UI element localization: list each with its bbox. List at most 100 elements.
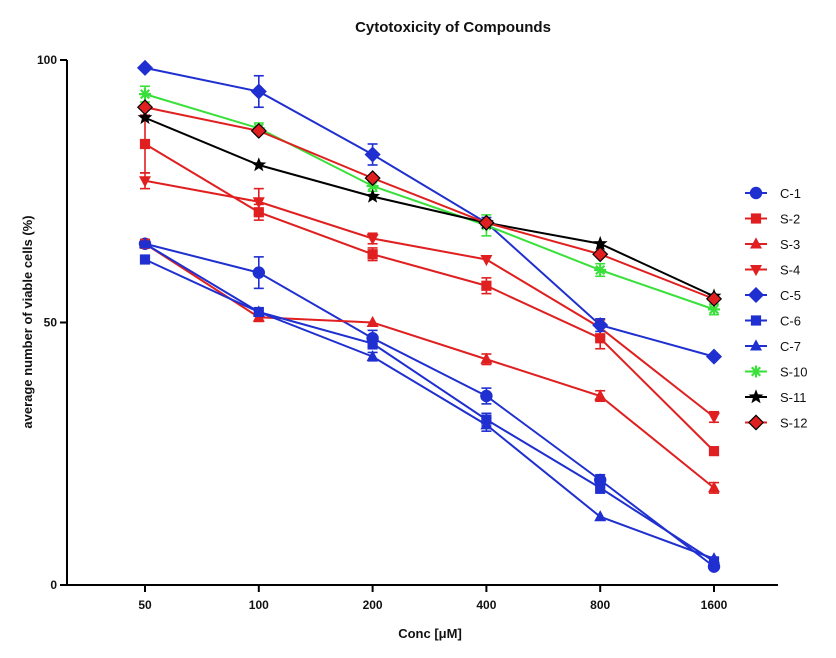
series-line [144,106,715,300]
series-S-2 [139,114,720,457]
asterisk-stroke [750,366,762,377]
asterisk-stroke [708,304,720,315]
marker-diamond [747,286,765,304]
marker-diamond [136,99,154,116]
series-S-12 [136,99,723,307]
marker-diamond [136,59,154,76]
marker-square [595,482,606,493]
legend-item-S-2: S-2 [745,212,800,227]
series-line [144,242,715,568]
marker-star [365,188,380,203]
legend-label: S-11 [780,390,807,405]
marker-asterisk [750,365,762,378]
marker-triangle-up [594,510,607,522]
legend: C-1 S-2 S-3 S-4 C-5 C-6 C-7 S-10 S-11 S-12 [745,186,807,431]
legend-item-S-10: S-10 [745,365,807,380]
marker-asterisk [594,264,607,276]
legend-item-S-3: S-3 [745,237,800,252]
x-axis-label: Conc [μM] [398,626,462,641]
series-line [144,66,715,358]
series-line [144,93,715,311]
marker-triangle-down [750,265,762,277]
legend-item-C-7: C-7 [745,339,801,354]
x-tick-label: 50 [138,598,152,612]
series-line [144,242,715,560]
marker-diamond [592,317,609,334]
marker-star [592,235,608,251]
x-tick-label: 800 [590,598,610,612]
legend-label: S-2 [780,212,800,227]
marker-triangle-up [750,339,762,351]
marker-triangle-up [480,418,493,430]
legend-item-C-6: C-6 [745,314,801,329]
marker-star [137,110,153,125]
legend-label: C-7 [780,339,801,354]
marker-star [251,157,267,172]
legend-label: C-6 [780,314,801,329]
y-tick-label: 0 [50,578,57,592]
series-C-1 [138,237,721,573]
marker-square [708,446,720,457]
marker-square [595,333,606,344]
series-line [144,258,715,563]
series-line [144,143,715,452]
series-line [144,179,715,418]
marker-circle [480,389,493,403]
axes: 0 50 100 50 100 200 400 800 1600 [37,53,778,612]
marker-square [481,280,492,291]
marker-triangle-up [594,389,607,401]
series-C-5 [136,59,723,365]
x-tick-label: 200 [363,598,383,612]
series-line [144,116,715,298]
legend-label: S-10 [780,365,807,380]
marker-triangle-up [708,481,720,493]
marker-diamond [364,170,381,187]
marker-triangle-down [252,197,265,209]
marker-triangle-down [708,412,720,424]
legend-item-C-1: C-1 [745,186,801,201]
asterisk-stroke [595,264,606,276]
y-axis-label: average number of viable cells (%) [20,215,35,428]
marker-star [748,389,764,404]
y-tick-label: 100 [37,53,57,67]
legend-item-C-5: C-5 [745,286,801,304]
legend-label: S-3 [780,237,800,252]
chart-title: Cytotoxicity of Compounds [355,19,551,36]
x-tick-label: 1600 [701,598,728,612]
legend-item-S-12: S-12 [745,414,807,431]
marker-circle [749,186,763,200]
legend-label: C-1 [780,186,801,201]
marker-diamond [250,83,267,100]
legend-item-S-4: S-4 [745,263,800,278]
marker-circle [252,266,265,279]
marker-diamond [705,290,723,307]
marker-diamond [478,214,495,231]
marker-square [750,315,762,326]
marker-square [750,213,762,224]
marker-triangle-down [480,255,493,267]
series-S-3 [139,237,720,494]
marker-triangle-down [366,234,379,246]
marker-triangle-down [139,176,151,188]
legend-label: S-4 [780,263,800,278]
marker-triangle-up [139,237,151,249]
plot-area [136,59,723,573]
marker-triangle-up [480,352,493,364]
legend-label: C-5 [780,288,801,303]
marker-triangle-up [366,315,379,327]
marker-triangle-up [708,552,720,564]
marker-square [367,338,378,349]
marker-diamond [747,414,765,431]
marker-diamond [250,122,267,139]
asterisk-stroke [139,89,151,100]
marker-triangle-up [252,305,265,317]
marker-triangle-up [366,350,379,362]
marker-diamond [592,246,609,263]
series-C-7 [139,237,720,564]
x-tick-label: 100 [249,598,269,612]
marker-square [367,249,378,260]
marker-triangle-up [750,237,762,249]
legend-label: S-12 [780,416,807,431]
marker-diamond [364,146,381,163]
